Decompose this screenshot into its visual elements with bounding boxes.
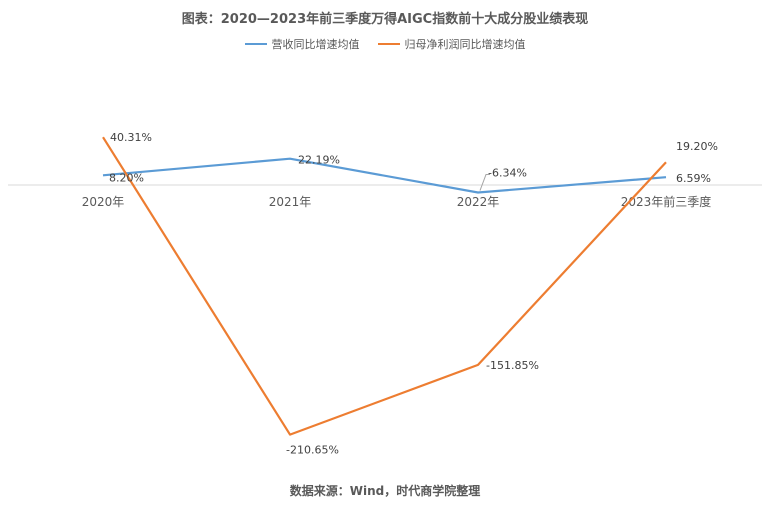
data-label: 6.59% (676, 172, 711, 185)
data-label: -151.85% (486, 359, 539, 372)
chart-title: 图表：2020—2023年前三季度万得AIGC指数前十大成分股业绩表现 (181, 12, 589, 27)
data-label-leader (479, 174, 490, 191)
x-tick-label: 2020年 (82, 195, 125, 209)
legend-item-revenue: 营收同比增速均值 (244, 36, 360, 52)
data-label: 19.20% (676, 140, 718, 153)
data-label: -6.34% (488, 167, 527, 180)
series-line-profit (102, 136, 667, 436)
x-tick-label: 2021年 (269, 195, 312, 209)
legend-label-profit: 归母净利润同比增速均值 (404, 38, 526, 51)
legend-swatch-profit (377, 43, 400, 45)
data-label: 8.20% (109, 171, 144, 184)
legend-item-profit: 归母净利润同比增速均值 (377, 36, 526, 52)
x-tick-label: 2023年前三季度 (621, 194, 712, 209)
x-tick-label: 2022年 (457, 195, 500, 209)
data-label: -210.65% (286, 444, 339, 457)
legend-label-revenue: 营收同比增速均值 (271, 38, 360, 51)
data-label: 40.31% (110, 131, 152, 144)
legend-swatch-revenue (244, 43, 267, 45)
source-note: 数据来源：Wind，时代商学院整理 (289, 484, 481, 498)
series-line-revenue (102, 157, 667, 194)
data-label: 22.19% (298, 154, 340, 167)
legend: 营收同比增速均值 归母净利润同比增速均值 (0, 36, 770, 52)
